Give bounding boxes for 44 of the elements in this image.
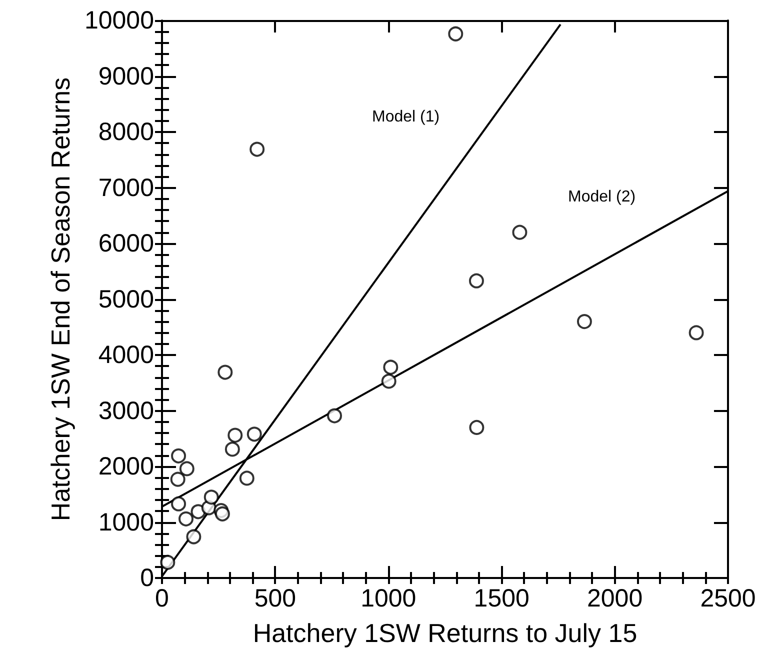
y-tick-label: 1000 <box>98 508 154 536</box>
y-axis-title: Hatchery 1SW End of Season Returns <box>46 77 76 522</box>
point <box>178 511 194 526</box>
point <box>171 448 186 464</box>
y-tick-label: 6000 <box>98 230 154 258</box>
point <box>204 490 219 505</box>
x-tick-label: 1500 <box>474 584 530 612</box>
annotation: Model (1) <box>372 108 440 126</box>
y-tick-label: 0 <box>140 564 154 592</box>
point <box>179 461 194 476</box>
point <box>186 529 202 544</box>
point <box>170 472 186 487</box>
y-tick-label: 10000 <box>84 6 154 34</box>
x-axis-title: Hatchery 1SW Returns to July 15 <box>252 618 638 648</box>
point <box>469 420 484 435</box>
y-tick-label: 8000 <box>98 118 154 146</box>
x-tick-label: 500 <box>254 584 296 612</box>
point <box>512 224 528 240</box>
y-tick-label: 5000 <box>98 285 154 314</box>
x-tick-label: 2000 <box>586 584 643 612</box>
point <box>246 426 262 442</box>
annotation: Model (2) <box>568 188 636 206</box>
point <box>160 554 176 570</box>
point <box>224 442 240 457</box>
y-tick-label: 7000 <box>98 174 154 202</box>
y-tick-label: 2000 <box>98 452 154 480</box>
point <box>214 506 230 522</box>
point <box>250 142 265 157</box>
point <box>228 428 243 443</box>
point <box>383 360 398 375</box>
y-tick-label: 9000 <box>98 62 154 90</box>
point <box>381 374 396 389</box>
point <box>327 408 342 424</box>
point <box>576 314 592 330</box>
point <box>239 470 254 486</box>
y-tick-label: 3000 <box>98 396 154 425</box>
point <box>448 26 464 42</box>
x-tick-label: 1000 <box>360 584 416 612</box>
x-tick-label: 2500 <box>700 584 756 612</box>
y-tick-label: 4000 <box>98 341 154 369</box>
point <box>171 496 186 512</box>
point <box>468 273 484 288</box>
point <box>218 364 233 380</box>
point <box>688 325 704 340</box>
